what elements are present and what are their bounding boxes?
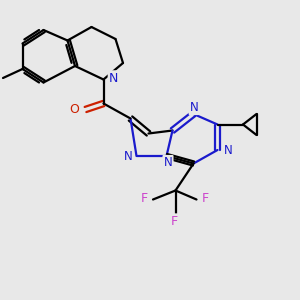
Text: N: N: [224, 143, 233, 157]
Text: N: N: [124, 149, 133, 163]
Text: F: F: [140, 191, 148, 205]
Text: O: O: [70, 103, 80, 116]
Text: N: N: [109, 71, 118, 85]
Text: F: F: [202, 191, 209, 205]
Text: N: N: [164, 156, 172, 169]
Text: N: N: [190, 101, 199, 114]
Text: F: F: [170, 214, 178, 228]
